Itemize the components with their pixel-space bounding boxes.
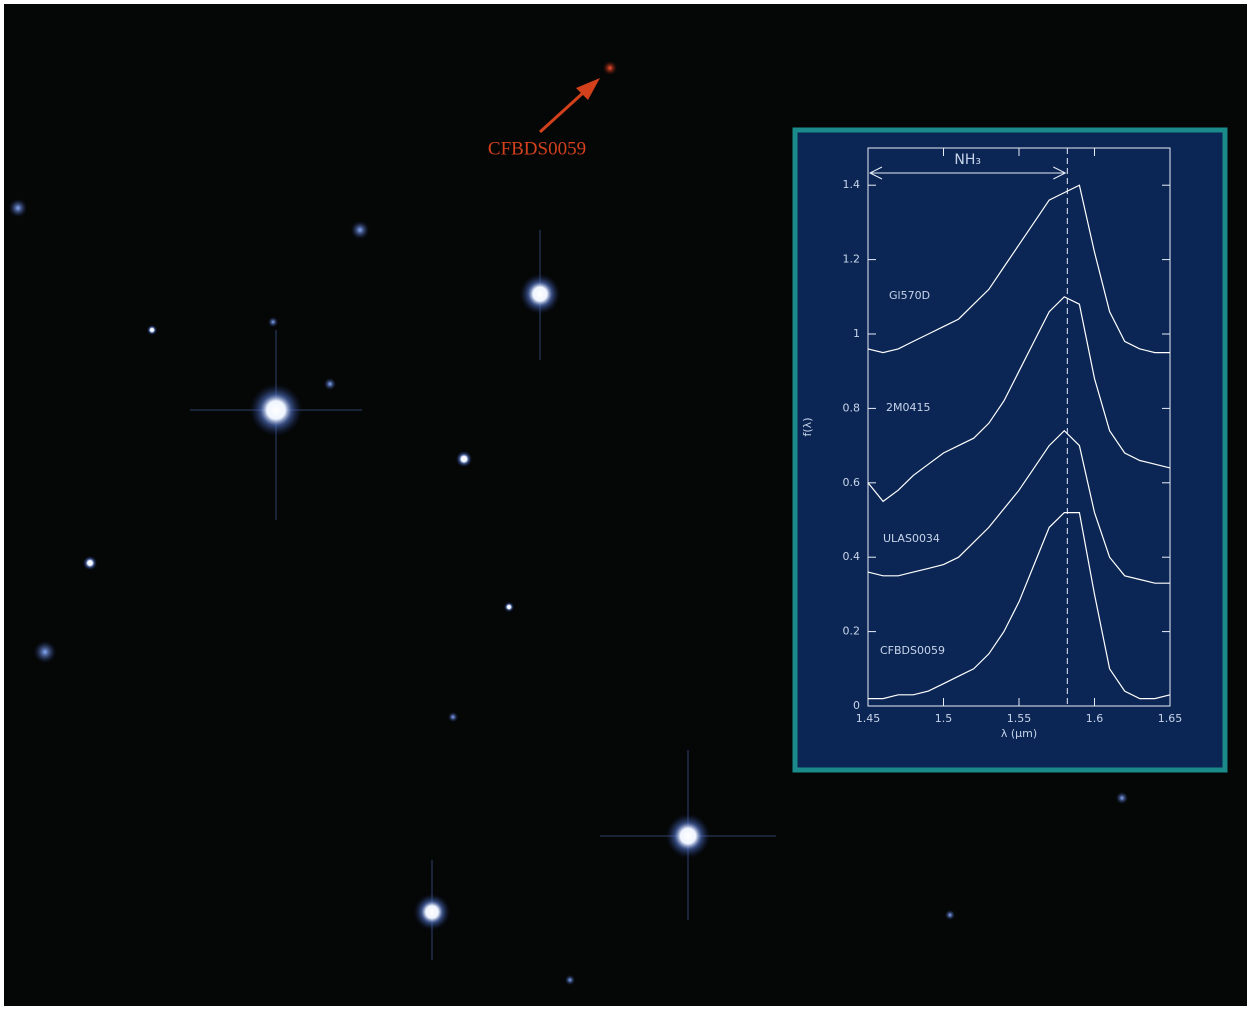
y-tick-label: 1.4 [843,178,861,191]
x-tick-label: 1.5 [935,712,953,725]
y-tick-label: 0.2 [843,625,861,638]
series-label: ULAS0034 [883,532,940,545]
inset-panel [795,130,1225,770]
nh3-label: NH₃ [954,152,981,168]
x-axis-label: λ (μm) [1001,727,1037,740]
sky-image: CFBDS0059 0 0.2 0.4 0.6 0.8 1 1.2 1.4 1.45 1.5 1.5… [0,0,1250,1010]
y-tick-label: 1.2 [843,253,861,266]
x-tick-label: 1.45 [856,712,881,725]
series-label: Gl570D [889,289,930,302]
y-axis-label: f(λ) [801,418,814,437]
page: CFBDS0059 0 0.2 0.4 0.6 0.8 1 1.2 1.4 1.45 1.5 1.5… [0,0,1250,1010]
x-tick-label: 1.55 [1007,712,1032,725]
y-tick-label: 0.6 [843,476,861,489]
x-tick-label: 1.65 [1158,712,1183,725]
y-tick-label: 1 [853,327,860,340]
x-tick-label: 1.6 [1086,712,1104,725]
y-tick-label: 0.8 [843,401,861,414]
y-tick-label: 0.4 [843,550,861,563]
series-label: CFBDS0059 [880,644,945,657]
target-label: CFBDS0059 [488,138,586,159]
series-label: 2M0415 [886,401,930,414]
y-tick-label: 0 [853,699,860,712]
